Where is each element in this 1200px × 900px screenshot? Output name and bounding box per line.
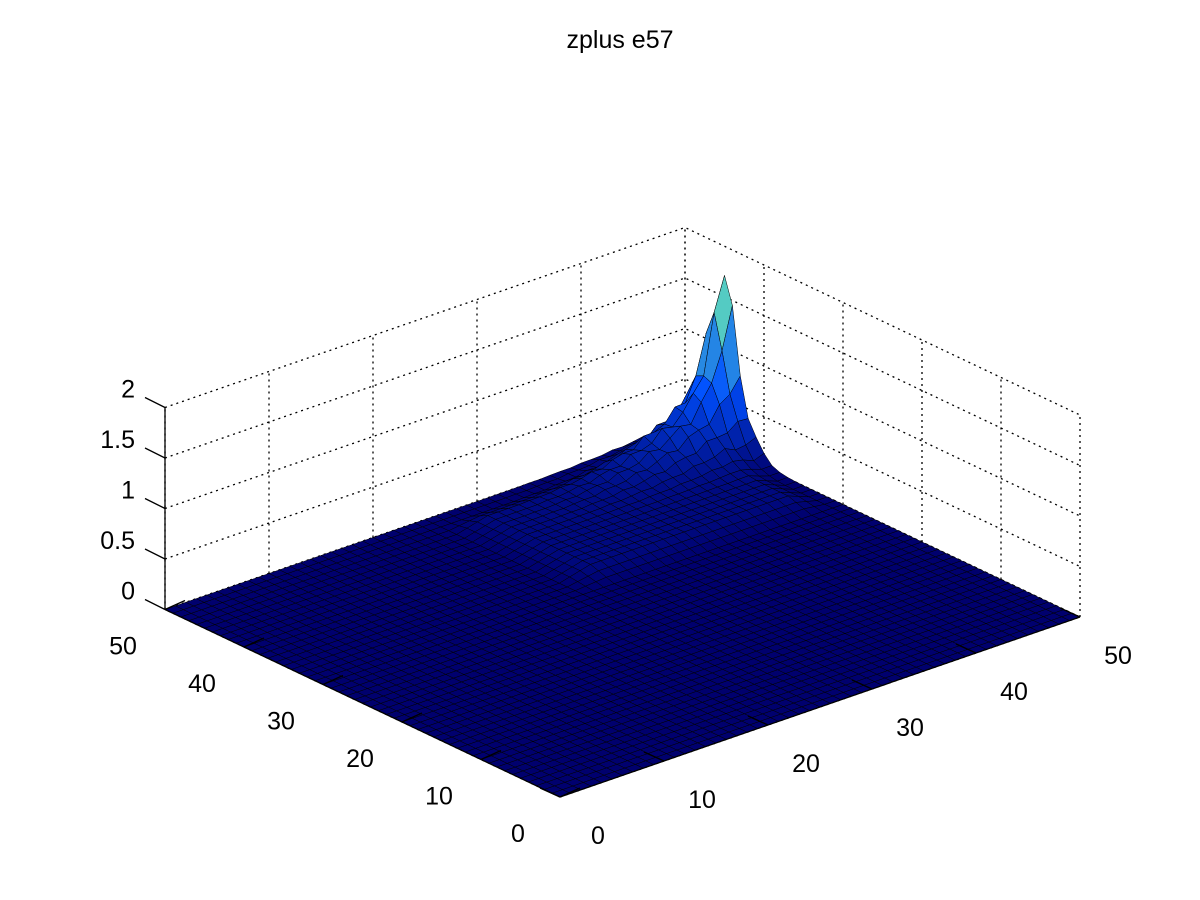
y-tick (559, 787, 581, 798)
y-tick (164, 599, 186, 611)
z-tick-label: 2 (121, 376, 135, 404)
z-tick-label: 1 (121, 477, 135, 505)
z-tick (144, 447, 166, 459)
x-tick (643, 751, 665, 762)
y-tick (243, 637, 265, 648)
y-tick-label: 30 (267, 708, 295, 736)
y-tick (322, 674, 344, 686)
y-tick-label: 10 (425, 783, 453, 811)
grid-line (164, 226, 1081, 416)
z-tick (144, 497, 166, 510)
x-tick (851, 679, 873, 690)
z-tick (144, 396, 166, 409)
grid-line (164, 327, 1081, 517)
x-tick-label: 50 (1104, 642, 1132, 670)
x-tick-label: 20 (792, 750, 820, 778)
z-tick (144, 548, 166, 560)
x-tick-label: 10 (688, 786, 716, 814)
z-tick-label: 1.5 (100, 426, 135, 454)
tick-labels: 0 10 20 30 40 50 0 10 20 30 40 50 0 0.5 1 1.5 2 (100, 376, 1132, 851)
grid-line (164, 378, 1081, 568)
x-tick-label: 30 (896, 714, 924, 742)
z-tick-label: 0 (121, 578, 135, 606)
z-tick-label: 0.5 (100, 527, 135, 555)
z-tick (144, 598, 166, 611)
x-tick (955, 643, 977, 654)
grid-line (164, 277, 1081, 467)
x-tick (747, 715, 769, 726)
axes (144, 396, 1081, 798)
x-axis-line (559, 616, 1081, 798)
x-tick-label: 40 (1000, 678, 1028, 706)
y-tick-label: 20 (346, 745, 374, 773)
y-tick-label: 40 (188, 670, 216, 698)
y-tick-label: 50 (109, 633, 137, 661)
x-tick (1059, 607, 1081, 618)
x-tick-label: 0 (591, 822, 605, 850)
x-tick (539, 787, 561, 798)
y-tick (401, 712, 423, 723)
y-tick (480, 749, 502, 761)
y-tick-label: 0 (511, 820, 525, 848)
surface-plot (164, 274, 1081, 798)
chart-title: zplus e57 (566, 26, 673, 54)
y-axis-line (164, 608, 561, 798)
